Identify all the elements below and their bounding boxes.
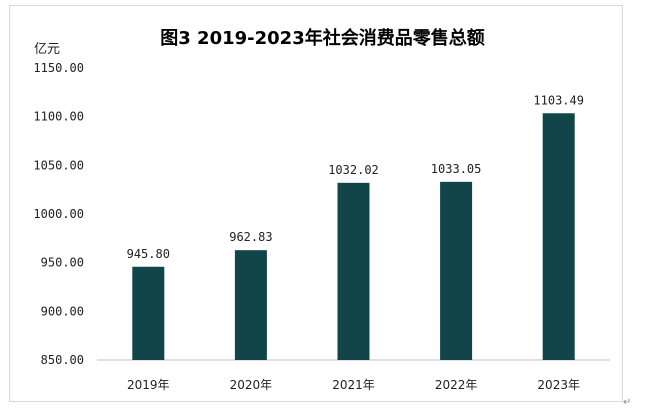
data-label: 1033.05	[431, 162, 482, 176]
x-tick-label: 2023年	[537, 378, 580, 392]
chart-title: 图3 2019-2023年社会消费品零售总额	[160, 28, 485, 49]
data-label: 945.80	[127, 247, 170, 261]
data-label: 1032.02	[328, 163, 379, 177]
x-tick-label: 2021年	[332, 378, 375, 392]
y-axis-unit-label: 亿元	[34, 42, 61, 57]
bar-2	[234, 250, 267, 360]
y-tick-label: 1050.00	[33, 158, 84, 172]
y-tick-label: 850.00	[41, 353, 84, 367]
x-tick-label: 2020年	[230, 378, 273, 392]
bar-3	[337, 182, 370, 360]
y-tick-label: 1100.00	[33, 110, 84, 124]
x-tick-label: 2022年	[435, 378, 478, 392]
y-tick-label: 1000.00	[33, 207, 84, 221]
y-tick-label: 950.00	[41, 256, 84, 270]
bar-4	[440, 181, 473, 360]
bar-1	[132, 266, 165, 360]
data-label: 962.83	[229, 230, 272, 244]
x-tick-label: 2019年	[127, 378, 170, 392]
data-label: 1103.49	[533, 93, 584, 107]
y-tick-label: 1150.00	[33, 61, 84, 75]
bar-5	[542, 113, 575, 360]
y-tick-label: 900.00	[41, 304, 84, 318]
paragraph-return-mark: ↵	[623, 397, 632, 408]
chart-frame	[9, 5, 623, 402]
